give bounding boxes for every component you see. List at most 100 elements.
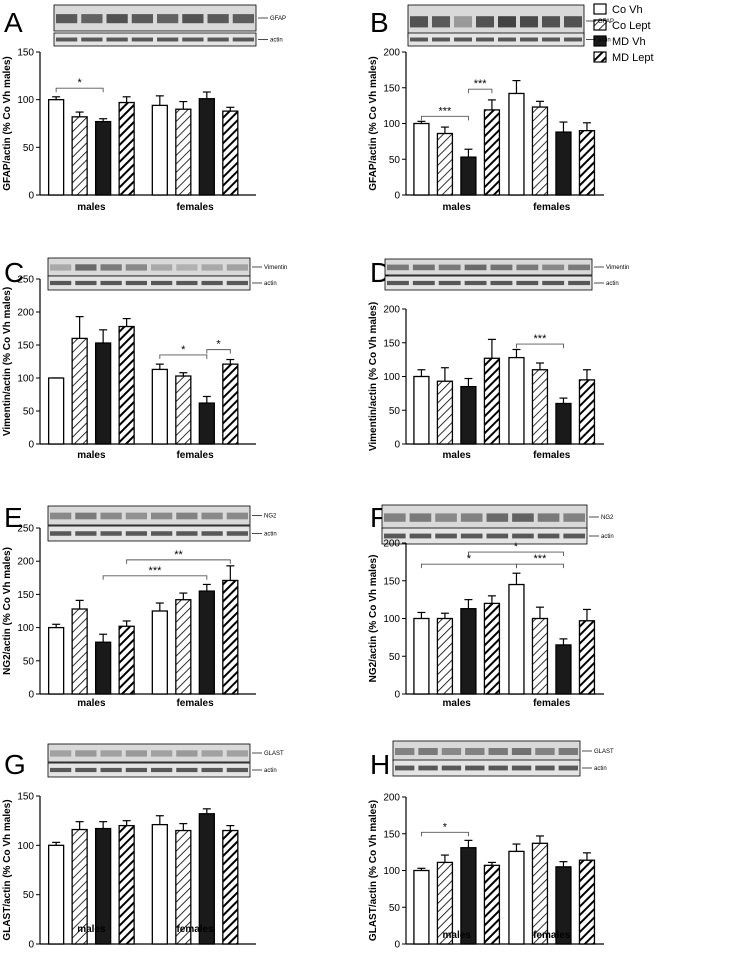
- blot-band: [564, 16, 582, 28]
- y-tick-label: 100: [17, 95, 34, 106]
- significance-label: *: [77, 77, 82, 89]
- bar-co-lept-males: [71, 608, 88, 695]
- bar-co-vh-females: [151, 823, 168, 945]
- actin-band: [498, 37, 516, 42]
- y-tick-label: 50: [23, 407, 35, 418]
- actin-band: [201, 767, 223, 773]
- actin-band: [201, 280, 223, 286]
- actin-label: actin: [270, 38, 283, 44]
- y-tick-label: 150: [17, 48, 34, 59]
- blot-band: [50, 750, 72, 757]
- bar-md-lept-females: [222, 829, 239, 945]
- bar-md-vh-females: [555, 866, 572, 945]
- legend-item-co-vh: Co Vh: [593, 3, 643, 16]
- significance-bracket: [516, 343, 564, 349]
- x-category-label: males: [442, 202, 471, 213]
- blot-band: [412, 264, 435, 271]
- significance-bracket: [126, 559, 231, 564]
- y-tick-label: 150: [383, 576, 400, 587]
- blot-band: [387, 264, 409, 271]
- actin-band: [516, 280, 539, 286]
- x-category-label: females: [533, 930, 571, 941]
- panel-letter: G: [4, 749, 26, 780]
- actin-band: [384, 533, 406, 539]
- blot-band: [81, 14, 103, 24]
- x-category-label: males: [442, 450, 471, 461]
- bar-co-vh-females: [508, 356, 525, 445]
- bar-md-lept-males: [118, 625, 135, 695]
- blot-actin: [47, 275, 251, 291]
- significance-bracket: [102, 575, 208, 580]
- blot-band: [100, 512, 122, 520]
- actin-band: [435, 533, 457, 539]
- blot-band: [151, 264, 173, 271]
- blot-band: [418, 748, 438, 755]
- panel-a: A GFAP actin 0 50 100 150 GFAP/actin (% Co Vh m…: [2, 4, 286, 213]
- blot-band: [201, 512, 223, 520]
- bar-md-vh-females: [198, 402, 215, 445]
- actin-label: actin: [601, 534, 614, 540]
- y-tick-label: 50: [23, 656, 35, 667]
- blot-band: [176, 750, 198, 757]
- blot-band: [100, 264, 122, 271]
- actin-band: [125, 531, 147, 536]
- blot-band: [498, 16, 516, 28]
- significance-bracket: [420, 115, 469, 121]
- bar-co-lept-females: [531, 842, 549, 945]
- bar-md-vh-females: [555, 131, 572, 196]
- blot-band: [460, 513, 483, 522]
- protein-label: GFAP: [270, 16, 286, 22]
- blot-band: [520, 16, 538, 28]
- bar-md-vh-males: [94, 641, 112, 695]
- blot-band: [176, 512, 198, 520]
- protein-label: NG2: [601, 515, 614, 521]
- actin-band: [226, 531, 248, 536]
- blot-band: [558, 748, 578, 755]
- blot-band: [454, 16, 472, 28]
- blot-band: [512, 513, 534, 522]
- actin-band: [542, 280, 565, 286]
- bar-md-vh-females: [198, 813, 215, 945]
- x-category-label: males: [442, 930, 471, 941]
- bar-co-vh-males: [47, 377, 65, 445]
- blot-band: [106, 14, 128, 24]
- blot-band: [182, 14, 204, 24]
- bar-co-vh-females: [151, 368, 168, 445]
- significance-bracket: [55, 87, 104, 93]
- actin-band: [476, 37, 494, 42]
- protein-label: Vimentin: [606, 265, 629, 271]
- panel-letter: H: [370, 749, 390, 780]
- protein-label: GLAST: [264, 751, 284, 757]
- blot-actin: [407, 32, 585, 47]
- x-category-label: males: [77, 698, 106, 709]
- x-category-label: females: [176, 924, 214, 935]
- blot-band: [395, 748, 415, 755]
- bar-md-vh-females: [198, 98, 215, 196]
- blot-actin: [47, 525, 251, 542]
- actin-band: [412, 280, 435, 286]
- panel-d: D Vimentinactin050100150200Vimentin/actin…: [368, 257, 629, 461]
- blot-band: [125, 512, 147, 520]
- bar-co-vh-males: [413, 617, 430, 695]
- blot-band: [50, 512, 72, 520]
- significance-bracket: [206, 349, 231, 354]
- bar-co-vh-females: [508, 850, 525, 945]
- y-tick-label: 250: [17, 524, 34, 535]
- legend-item-md-lept: MD Lept: [593, 51, 654, 64]
- bar-co-lept-females: [531, 369, 549, 445]
- protein-label: GFAP: [598, 19, 614, 25]
- blot-band: [151, 750, 173, 757]
- actin-band: [520, 37, 538, 42]
- panel-letter: B: [370, 7, 389, 38]
- actin-band: [100, 280, 122, 286]
- actin-band: [207, 37, 229, 42]
- y-axis-label: NG2/actin (% Co Vh males): [368, 555, 379, 683]
- actin-band: [226, 767, 248, 773]
- actin-band: [441, 765, 462, 771]
- actin-band: [151, 531, 173, 536]
- y-tick-label: 150: [17, 590, 34, 601]
- actin-band: [176, 280, 198, 286]
- x-category-label: males: [442, 698, 471, 709]
